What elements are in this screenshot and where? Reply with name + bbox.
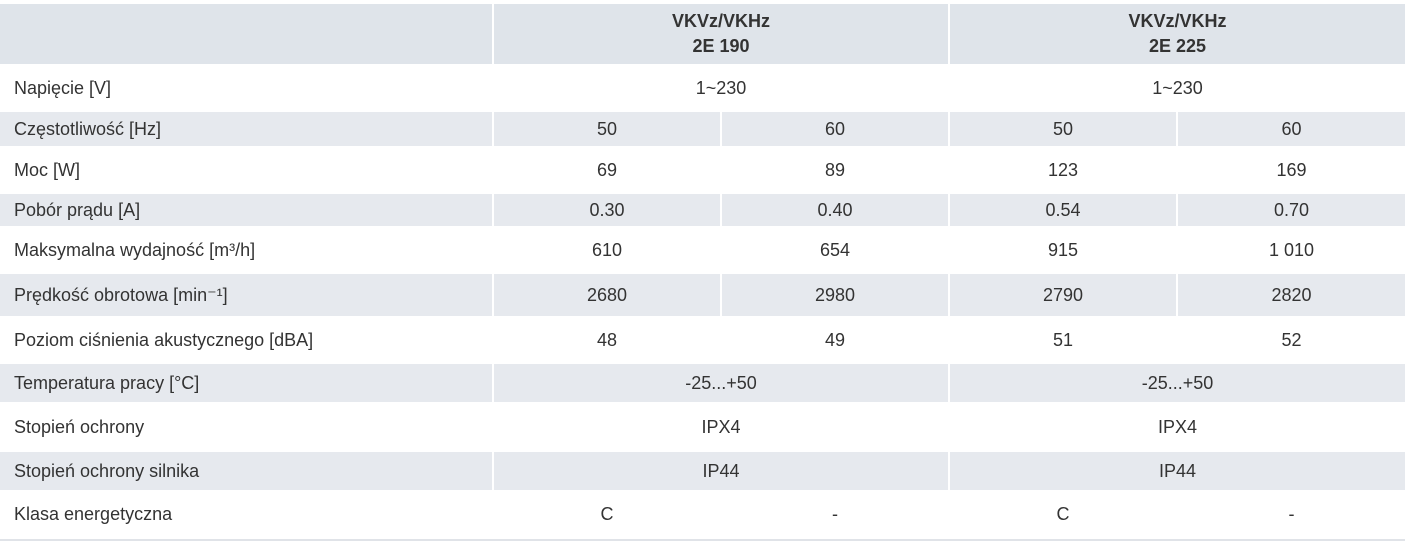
value-cell: 2980 [722, 274, 949, 316]
spec-row: Moc [W] 69 89 123 169 [0, 148, 1405, 192]
value-cell: 123 [1047, 159, 1079, 180]
row-label: Prędkość obrotowa [min⁻¹] [0, 274, 492, 316]
row-label: Klasa energetyczna [14, 503, 173, 524]
value-cell: 60 [1178, 112, 1405, 146]
row-label: Poziom ciśnienia akustycznego [dBA] [14, 329, 314, 350]
value-cell: 51 [1053, 329, 1074, 350]
value-cell: 610 [591, 239, 623, 260]
value-cell: -25...+50 [950, 364, 1405, 402]
value-cell: 2790 [950, 274, 1177, 316]
row-label: Pobór prądu [A] [0, 194, 492, 226]
value-cell: 48 [596, 329, 618, 350]
spec-row: Stopień ochrony IPX4 IPX4 [0, 404, 1405, 450]
spec-row: Napięcie [V] 1~230 1~230 [0, 66, 1405, 110]
value-cell: IPX4 [701, 416, 741, 437]
model-name: VKVz/VKHz [1128, 11, 1227, 31]
spec-row: Pobór prądu [A] 0.30 0.40 0.54 0.70 [0, 194, 1405, 226]
value-cell: - [832, 503, 838, 524]
value-cell: IP44 [494, 452, 949, 490]
value-cell: 50 [950, 112, 1177, 146]
value-cell: 60 [722, 112, 949, 146]
value-cell: 0.40 [722, 194, 949, 226]
row-label: Maksymalna wydajność [m³/h] [14, 239, 256, 260]
value-cell: 1 010 [1269, 239, 1315, 260]
row-label: Moc [W] [14, 159, 80, 180]
value-cell: 52 [1281, 329, 1302, 350]
bottom-rule [0, 539, 1405, 541]
row-label: Napięcie [V] [14, 77, 112, 98]
value-cell: 654 [819, 239, 851, 260]
value-cell: 0.70 [1178, 194, 1405, 226]
value-cell: 0.30 [494, 194, 720, 226]
spec-row: Poziom ciśnienia akustycznego [dBA] 48 49 5… [0, 318, 1405, 362]
value-cell: 2820 [1178, 274, 1405, 316]
value-cell: 89 [824, 159, 846, 180]
value-cell: 69 [596, 159, 618, 180]
model-header: VKVz/VKHz 2E 190 [494, 4, 949, 64]
value-cell: C [600, 503, 614, 524]
value-cell: 50 [494, 112, 720, 146]
value-cell: 49 [824, 329, 846, 350]
value-cell: 2680 [494, 274, 720, 316]
row-label: Temperatura pracy [°C] [0, 364, 492, 402]
spec-row: Temperatura pracy [°C] -25...+50 -25...+50 [0, 364, 1405, 402]
model-name: VKVz/VKHz [672, 11, 771, 31]
spec-row: Stopień ochrony silnika IP44 IP44 [0, 452, 1405, 490]
value-cell: - [1288, 503, 1295, 524]
model-size: 2E 190 [692, 36, 750, 56]
row-label: Stopień ochrony silnika [0, 452, 492, 490]
value-cell: 1~230 [695, 77, 747, 98]
value-cell: -25...+50 [494, 364, 949, 402]
spec-row: Maksymalna wydajność [m³/h] 610 654 915 1 01… [0, 228, 1405, 272]
value-cell: 169 [1276, 159, 1307, 180]
spec-row: Częstotliwość [Hz] 50 60 50 60 [0, 112, 1405, 146]
value-cell: 0.54 [950, 194, 1177, 226]
corner-cell [0, 4, 492, 64]
spec-row: Klasa energetyczna C - C - [0, 492, 1405, 536]
value-cell: 915 [1047, 239, 1079, 260]
value-cell: IP44 [950, 452, 1405, 490]
spec-row: Prędkość obrotowa [min⁻¹] 2680 2980 2790 282… [0, 274, 1405, 316]
value-cell: IPX4 [1158, 416, 1198, 437]
value-cell: C [1056, 503, 1070, 524]
row-label: Częstotliwość [Hz] [0, 112, 492, 146]
value-cell: 1~230 [1152, 77, 1203, 98]
row-label: Stopień ochrony [14, 416, 145, 437]
model-header: VKVz/VKHz 2E 225 [950, 4, 1405, 64]
model-size: 2E 225 [1148, 36, 1207, 56]
header-row: VKVz/VKHz 2E 190 VKVz/VKHz 2E 225 [0, 4, 1405, 64]
